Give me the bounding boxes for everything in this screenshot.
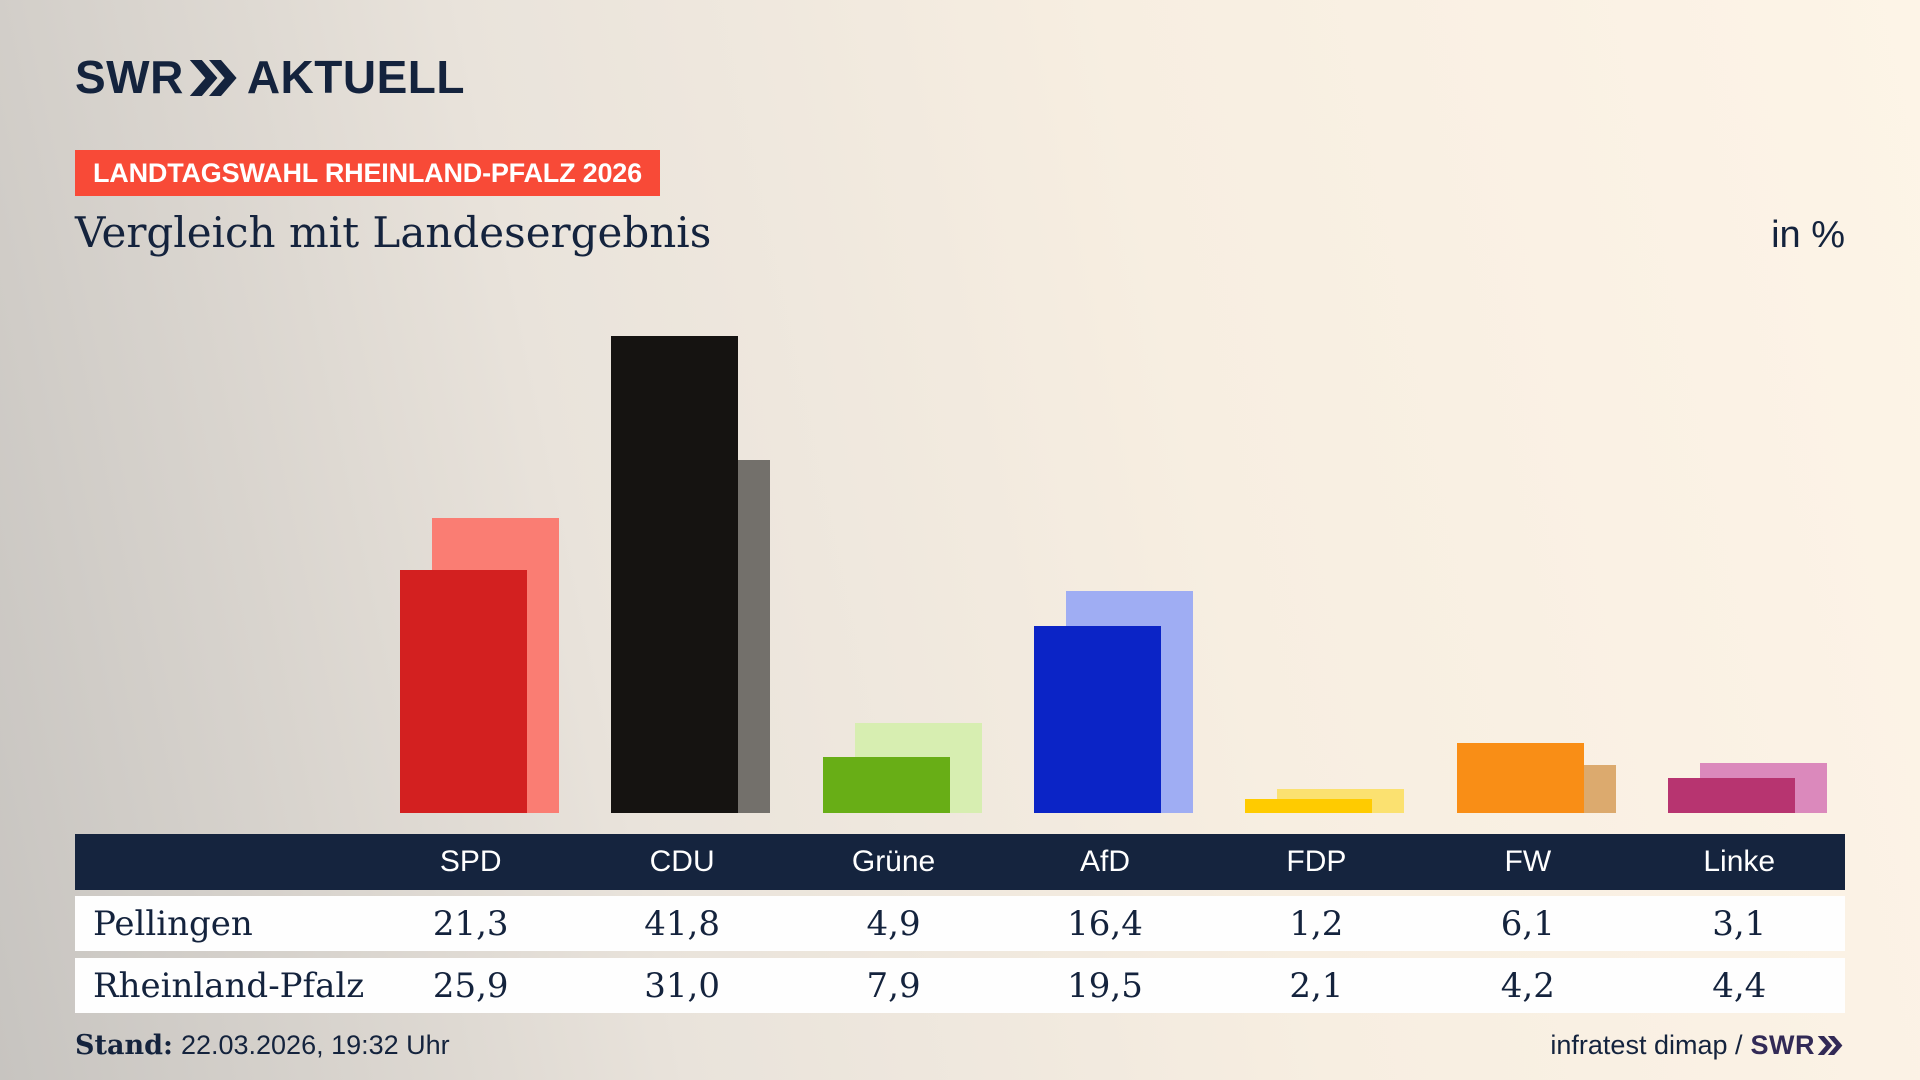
value-rheinland-pfalz-spd: 25,9 bbox=[432, 965, 509, 1006]
value-rheinland-pfalz-gr-ne: 7,9 bbox=[866, 965, 921, 1006]
value-rheinland-pfalz-fw: 4,2 bbox=[1500, 965, 1555, 1006]
value-pellingen-fw: 6,1 bbox=[1500, 903, 1555, 944]
bar-pellingen-fdp bbox=[1245, 799, 1373, 813]
value-pellingen-afd: 16,4 bbox=[1067, 903, 1143, 944]
row-label: Pellingen bbox=[93, 903, 253, 944]
logo-product-text: AKTUELL bbox=[246, 51, 465, 103]
column-header-afd: AfD bbox=[1079, 845, 1130, 878]
column-header-spd: SPD bbox=[439, 845, 502, 878]
value-rheinland-pfalz-linke: 4,4 bbox=[1712, 965, 1767, 1006]
timestamp-value: 22.03.2026, 19:32 Uhr bbox=[180, 1030, 450, 1060]
column-header-linke: Linke bbox=[1703, 845, 1776, 878]
table-row-pellingen: Pellingen 21,3 41,8 4,9 16,4 1,2 6,1 3,1 bbox=[75, 896, 1845, 951]
chart-title: Vergleich mit Landesergebnis bbox=[75, 208, 712, 257]
table-header-row: SPD CDU Grüne AfD FDP FW Linke bbox=[75, 834, 1845, 890]
column-header-cdu: CDU bbox=[649, 845, 715, 878]
value-rheinland-pfalz-afd: 19,5 bbox=[1067, 965, 1143, 1006]
election-badge: LANDTAGSWAHL RHEINLAND-PFALZ 2026 bbox=[75, 150, 660, 196]
title-row: Vergleich mit Landesergebnis in % bbox=[75, 208, 1845, 257]
source-text: infratest dimap / bbox=[1550, 1030, 1743, 1060]
value-pellingen-gr-ne: 4,9 bbox=[866, 903, 921, 944]
bar-pellingen-gr-ne bbox=[822, 757, 950, 813]
value-rheinland-pfalz-cdu: 31,0 bbox=[644, 965, 720, 1006]
value-pellingen-linke: 3,1 bbox=[1712, 903, 1767, 944]
source-brand-text: SWR bbox=[1750, 1030, 1815, 1060]
row-label: Rheinland-Pfalz bbox=[93, 965, 365, 1006]
bar-pellingen-fw bbox=[1456, 743, 1584, 813]
value-rheinland-pfalz-fdp: 2,1 bbox=[1289, 965, 1344, 1006]
source-credit: infratest dimap / SWR bbox=[1550, 1030, 1845, 1061]
unit-label: in % bbox=[1771, 214, 1845, 256]
header-corner-cell bbox=[75, 834, 365, 890]
logo-brand-text: SWR bbox=[75, 51, 184, 103]
table-row-rheinland-pfalz: Rheinland-Pfalz 25,9 31,0 7,9 19,5 2,1 4,2 4,4 bbox=[75, 958, 1845, 1013]
bar-pellingen-cdu bbox=[611, 336, 739, 813]
footer: Stand: 22.03.2026, 19:32 Uhr infratest d… bbox=[75, 1030, 1845, 1061]
bar-pellingen-afd bbox=[1034, 626, 1161, 813]
timestamp: Stand: 22.03.2026, 19:32 Uhr bbox=[75, 1030, 450, 1061]
value-pellingen-fdp: 1,2 bbox=[1289, 903, 1344, 944]
column-header-fw: FW bbox=[1504, 845, 1552, 878]
column-header-fdp: FDP bbox=[1286, 845, 1347, 878]
results-table: SPD CDU Grüne AfD FDP FW Linke Pellingen 21,3 41… bbox=[75, 834, 1845, 1020]
timestamp-label: Stand: bbox=[75, 1030, 173, 1061]
column-header-gr-ne: Grüne bbox=[851, 845, 936, 878]
bar-pellingen-linke bbox=[1668, 778, 1796, 813]
value-pellingen-cdu: 41,8 bbox=[644, 903, 720, 944]
double-chevron-icon bbox=[1817, 1036, 1843, 1055]
bar-pellingen-spd bbox=[399, 570, 527, 813]
source-brand: SWR bbox=[1751, 1030, 1846, 1061]
swr-aktuell-logo: SWR AKTUELL bbox=[75, 50, 465, 104]
value-pellingen-spd: 21,3 bbox=[432, 903, 509, 944]
double-chevron-icon bbox=[189, 60, 237, 96]
